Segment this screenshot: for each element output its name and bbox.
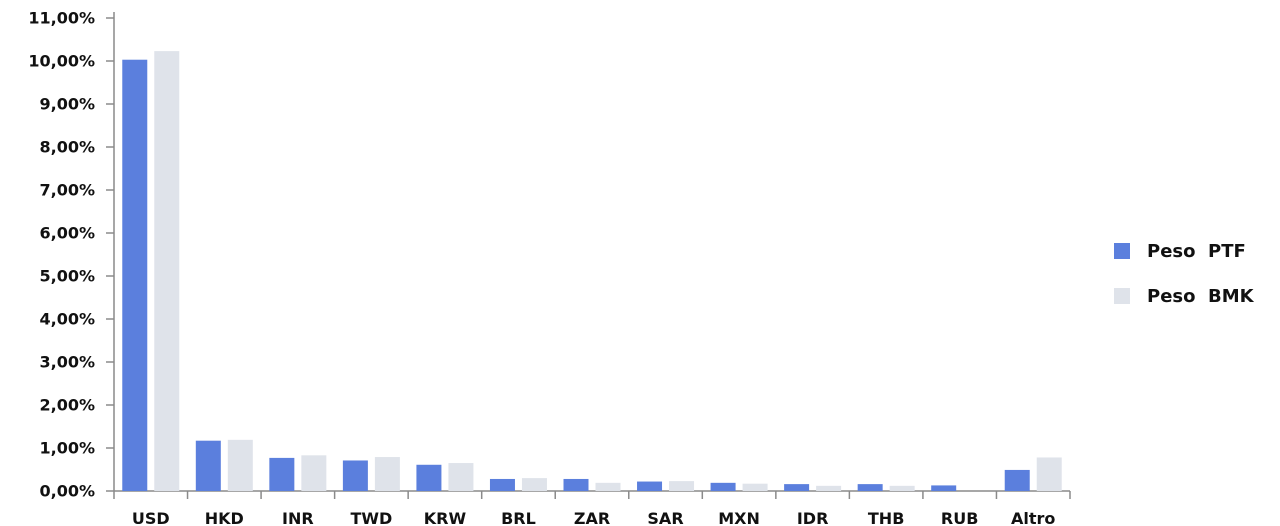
legend-item-bmk[interactable]: Peso BMK (1114, 281, 1254, 311)
y-tick-label: 2,00% (39, 396, 95, 415)
y-tick-label: 10,00% (28, 52, 95, 71)
bar-ptf-thb[interactable] (857, 484, 883, 491)
bar-bmk-hkd[interactable] (227, 439, 253, 491)
legend-label-bmk: Peso BMK (1147, 285, 1254, 307)
x-tick-label: MXN (718, 509, 760, 526)
y-tick-label: 7,00% (39, 181, 95, 200)
x-tick-label: ZAR (574, 509, 610, 526)
x-tick-label: THB (868, 509, 905, 526)
bar-bmk-inr[interactable] (301, 455, 327, 491)
bar-ptf-krw[interactable] (416, 464, 442, 491)
bar-ptf-zar[interactable] (563, 478, 589, 491)
bar-ptf-rub[interactable] (931, 485, 957, 491)
bars (122, 51, 1062, 492)
bar-ptf-inr[interactable] (269, 457, 295, 491)
bar-bmk-thb[interactable] (889, 485, 915, 491)
y-tick-label: 4,00% (39, 310, 95, 329)
y-tick-label: 11,00% (28, 9, 95, 28)
y-tick-label: 9,00% (39, 95, 95, 114)
bar-ptf-altro[interactable] (1004, 469, 1030, 491)
bar-bmk-altro[interactable] (1036, 457, 1062, 491)
bar-bmk-usd[interactable] (154, 51, 180, 492)
x-tick-label: HKD (205, 509, 244, 526)
y-tick-label: 0,00% (39, 482, 95, 501)
legend: Peso PTF Peso BMK (1114, 236, 1254, 326)
x-tick-label: INR (282, 509, 314, 526)
bar-bmk-idr[interactable] (816, 485, 842, 491)
x-tick-label: TWD (350, 509, 392, 526)
x-axis: USD HKD INR TWD KRW BRL ZAR SAR MXN IDR THB RUB Altr… (113, 490, 1071, 526)
y-axis: 0,00% 1,00% 2,00% 3,00% 4,00% 5,00% 6,00% 7,00%… (28, 9, 115, 501)
bar-ptf-twd[interactable] (342, 460, 368, 491)
x-tick-label: USD (132, 509, 170, 526)
bar-ptf-brl[interactable] (489, 478, 515, 491)
bar-ptf-idr[interactable] (784, 484, 810, 491)
legend-swatch-bmk (1114, 288, 1130, 304)
y-tick-label: 8,00% (39, 138, 95, 157)
bar-bmk-mxn[interactable] (742, 483, 768, 491)
bar-bmk-krw[interactable] (448, 463, 474, 491)
x-tick-label: BRL (501, 509, 536, 526)
legend-swatch-ptf (1114, 243, 1130, 259)
x-tick-label: KRW (424, 509, 467, 526)
bar-bmk-zar[interactable] (595, 482, 621, 491)
bar-ptf-hkd[interactable] (195, 440, 221, 491)
bar-bmk-brl[interactable] (521, 478, 547, 491)
x-tick-label: RUB (941, 509, 979, 526)
legend-label-ptf: Peso PTF (1147, 240, 1246, 262)
x-tick-label: IDR (797, 509, 829, 526)
y-tick-label: 6,00% (39, 224, 95, 243)
bar-ptf-mxn[interactable] (710, 482, 736, 491)
bar-bmk-sar[interactable] (669, 481, 695, 491)
x-tick-label: Altro (1011, 509, 1055, 526)
bar-ptf-sar[interactable] (637, 481, 663, 491)
bar-bmk-twd[interactable] (374, 457, 400, 491)
x-tick-label: SAR (647, 509, 683, 526)
legend-item-ptf[interactable]: Peso PTF (1114, 236, 1254, 266)
y-tick-label: 1,00% (39, 439, 95, 458)
y-tick-label: 3,00% (39, 353, 95, 372)
y-tick-label: 5,00% (39, 267, 95, 286)
bar-ptf-usd[interactable] (122, 59, 148, 492)
